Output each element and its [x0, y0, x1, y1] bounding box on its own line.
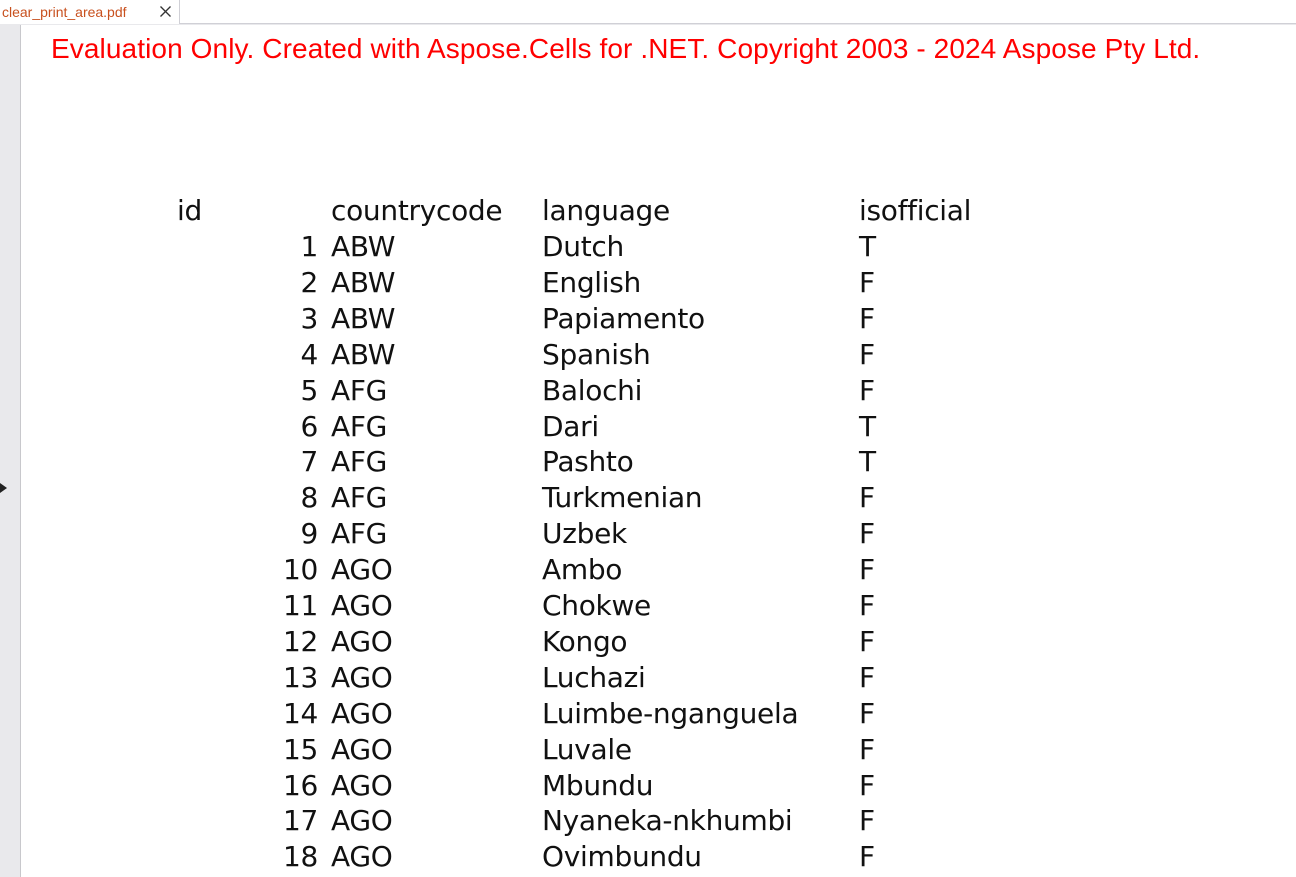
cell-countrycode: ABW [331, 266, 396, 299]
cell-id: 9 [300, 517, 318, 550]
cell-id: 13 [282, 661, 318, 694]
cell-countrycode: AGO [331, 553, 393, 586]
cell-id: 2 [300, 266, 318, 299]
cell-isofficial: F [859, 374, 875, 407]
cell-id: 1 [300, 230, 318, 263]
cell-language: Pashto [542, 445, 634, 478]
cell-language: Balochi [542, 374, 643, 407]
cell-language: Papiamento [542, 302, 705, 335]
header-countrycode: countrycode [331, 194, 503, 227]
cell-countrycode: ABW [331, 302, 396, 335]
cell-isofficial: F [859, 266, 875, 299]
cell-id: 8 [300, 481, 318, 514]
cell-language: Dari [542, 410, 599, 443]
close-tab-button[interactable] [156, 2, 174, 20]
cell-id: 17 [282, 804, 318, 837]
cell-language: Turkmenian [542, 481, 703, 514]
cell-id: 4 [300, 338, 318, 371]
cell-isofficial: T [859, 230, 876, 263]
cell-language: Dutch [542, 230, 624, 263]
cell-id: 15 [282, 733, 318, 766]
cell-isofficial: F [859, 804, 875, 837]
cell-isofficial: T [859, 410, 876, 443]
cell-language: Mbundu [542, 769, 654, 802]
cell-isofficial: F [859, 589, 875, 622]
cell-language: Nyaneka-nkhumbi [542, 804, 793, 837]
cell-isofficial: F [859, 840, 875, 873]
cell-id: 16 [282, 769, 318, 802]
cell-countrycode: AFG [331, 410, 388, 443]
cell-isofficial: F [859, 302, 875, 335]
cell-id: 11 [282, 589, 318, 622]
cell-language: Kongo [542, 625, 628, 658]
cell-id: 3 [300, 302, 318, 335]
cell-isofficial: F [859, 553, 875, 586]
cell-language: Spanish [542, 338, 651, 371]
cell-id: 14 [282, 697, 318, 730]
cell-isofficial: F [859, 517, 875, 550]
cell-language: Luchazi [542, 661, 646, 694]
cell-countrycode: AGO [331, 589, 393, 622]
cell-isofficial: F [859, 733, 875, 766]
cell-isofficial: T [859, 445, 876, 478]
header-language: language [542, 194, 670, 227]
cell-id: 6 [300, 410, 318, 443]
cell-language: Ovimbundu [542, 840, 702, 873]
cell-countrycode: AFG [331, 445, 388, 478]
cell-id: 5 [300, 374, 318, 407]
cell-isofficial: F [859, 338, 875, 371]
cell-countrycode: AGO [331, 661, 393, 694]
cell-countrycode: ABW [331, 338, 396, 371]
cell-isofficial: F [859, 625, 875, 658]
tab-bar: clear_print_area.pdf [0, 0, 1296, 24]
cell-countrycode: AGO [331, 697, 393, 730]
cell-countrycode: AGO [331, 625, 393, 658]
cell-countrycode: AFG [331, 517, 388, 550]
cell-isofficial: F [859, 481, 875, 514]
document-tab[interactable]: clear_print_area.pdf [0, 0, 180, 24]
cell-countrycode: AGO [331, 769, 393, 802]
tab-title: clear_print_area.pdf [2, 4, 127, 20]
cell-language: Ambo [542, 553, 623, 586]
cell-language: English [542, 266, 642, 299]
left-gutter [0, 24, 20, 877]
close-icon [159, 5, 171, 17]
cell-countrycode: AGO [331, 733, 393, 766]
cell-language: Luimbe-nganguela [542, 697, 799, 730]
cell-language: Chokwe [542, 589, 651, 622]
cell-countrycode: ABW [331, 230, 396, 263]
cell-id: 12 [282, 625, 318, 658]
cell-countrycode: AFG [331, 481, 388, 514]
cell-language: Uzbek [542, 517, 627, 550]
cell-countrycode: AGO [331, 840, 393, 873]
header-isofficial: isofficial [859, 194, 972, 227]
evaluation-watermark: Evaluation Only. Created with Aspose.Cel… [51, 33, 1201, 64]
cell-isofficial: F [859, 697, 875, 730]
cell-countrycode: AFG [331, 374, 388, 407]
cell-isofficial: F [859, 769, 875, 802]
cell-isofficial: F [859, 661, 875, 694]
cell-id: 7 [300, 445, 318, 478]
expand-sidebar-arrow-icon[interactable] [0, 483, 7, 493]
cell-language: Luvale [542, 733, 632, 766]
cell-countrycode: AGO [331, 804, 393, 837]
pdf-page[interactable]: Evaluation Only. Created with Aspose.Cel… [20, 25, 1296, 877]
cell-id: 10 [282, 553, 318, 586]
header-id: id [177, 194, 202, 227]
cell-id: 18 [282, 840, 318, 873]
